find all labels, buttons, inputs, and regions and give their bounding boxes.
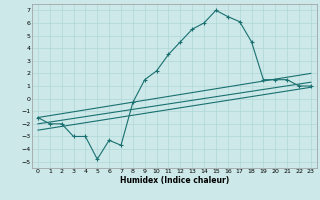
X-axis label: Humidex (Indice chaleur): Humidex (Indice chaleur) [120,176,229,185]
